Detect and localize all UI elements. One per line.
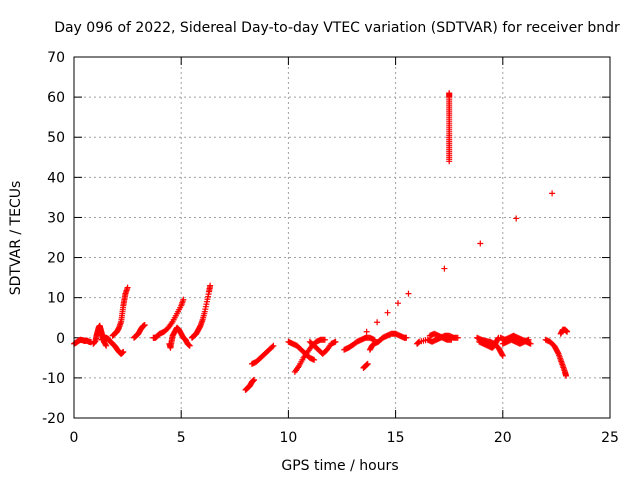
series-arc-c: [98, 334, 127, 357]
series-arc-o: [360, 360, 371, 371]
y-tick-label: -20: [42, 411, 65, 427]
series-arc-d: [109, 284, 131, 339]
y-tick-label: 60: [47, 90, 65, 106]
y-tick-label: 10: [47, 291, 65, 307]
y-tick-label: 30: [47, 210, 65, 226]
series-arc-n: [341, 334, 378, 353]
x-tick-label: 5: [177, 430, 186, 446]
series-arc-r: [426, 330, 455, 343]
series-arc-m: [306, 338, 339, 357]
x-tick-label: 15: [387, 430, 405, 446]
data-point: [499, 352, 506, 359]
data-point: [564, 328, 571, 335]
series-arc-p: [366, 330, 410, 353]
data-point: [120, 348, 127, 355]
data-point: [311, 356, 318, 363]
data-point: [321, 336, 328, 343]
data-point: [363, 328, 370, 335]
series-arc-f: [150, 296, 187, 341]
data-point: [454, 334, 461, 341]
series-spike: [446, 90, 453, 165]
series-arc-g: [166, 324, 193, 351]
y-tick-label: 50: [47, 130, 65, 146]
series-arc-e: [131, 321, 148, 341]
data-point: [549, 190, 556, 197]
series-arc-j: [248, 342, 277, 367]
series-arc-l: [291, 336, 328, 375]
x-axis-label: GPS time / hours: [281, 458, 398, 474]
series-arc-h: [188, 282, 214, 341]
data-point: [374, 319, 381, 326]
data-point: [527, 340, 534, 347]
data-point: [103, 342, 110, 349]
data-point: [186, 342, 193, 349]
y-axis-label: SDTVAR / TECUs: [8, 181, 24, 296]
data-point: [525, 336, 532, 343]
y-tick-label: 70: [47, 50, 65, 66]
plot-frame: [73, 56, 611, 419]
data-point: [513, 215, 520, 222]
data-point: [269, 343, 276, 350]
series-outlier-a: [363, 190, 556, 335]
data-point: [405, 290, 412, 297]
data-point: [141, 321, 148, 328]
data-point: [395, 300, 402, 307]
y-tick-label: -10: [42, 371, 65, 387]
axis-ticks: -20 -10 0 10 20 30 40 50 60 70 0 5 10 15 20 25: [42, 50, 619, 446]
x-tick-label: 20: [494, 430, 512, 446]
grid-lines: [74, 57, 610, 418]
data-point: [364, 360, 371, 367]
series-arc-x: [557, 326, 571, 337]
x-tick-label: 10: [279, 430, 297, 446]
data-point: [251, 376, 258, 383]
data-point: [403, 334, 410, 341]
data-point: [563, 372, 570, 379]
y-tick-label: 20: [47, 251, 65, 267]
data-point: [441, 265, 448, 272]
x-tick-label: 0: [70, 430, 79, 446]
data-point: [207, 282, 214, 289]
data-point: [384, 309, 391, 316]
y-tick-label: 0: [56, 331, 65, 347]
data-point: [477, 240, 484, 247]
data-markers: [71, 90, 571, 393]
data-point: [448, 336, 455, 343]
series-arc-v: [499, 336, 532, 347]
series-arc-i: [242, 376, 258, 393]
data-point: [446, 90, 453, 97]
data-point: [332, 338, 339, 345]
data-point: [270, 342, 277, 349]
series-arc-w: [542, 336, 570, 379]
data-point: [180, 296, 187, 303]
data-point: [124, 284, 131, 291]
chart-title: Day 096 of 2022, Sidereal Day-to-day VTE…: [54, 20, 620, 36]
series-arc-k: [285, 338, 318, 363]
y-tick-label: 40: [47, 170, 65, 186]
x-tick-label: 25: [601, 430, 619, 446]
